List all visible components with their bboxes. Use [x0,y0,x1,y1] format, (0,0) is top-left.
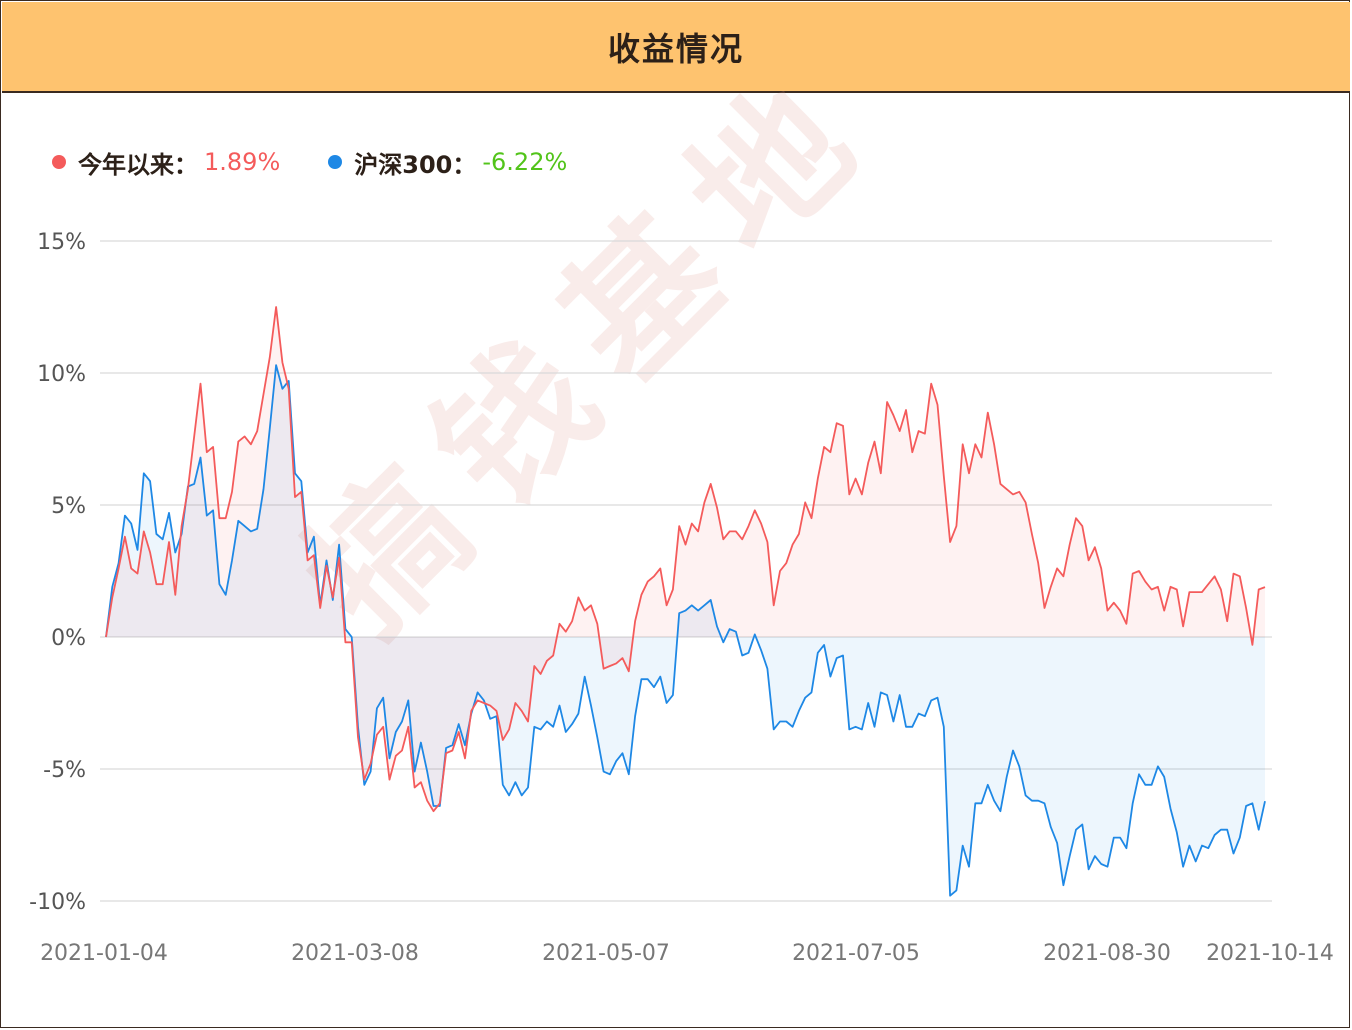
x-tick-label: 2021-01-04 [40,941,168,966]
x-tick-label: 2021-08-30 [1043,941,1171,966]
x-tick-label: 2021-05-07 [542,941,670,966]
series-line [105,306,1266,813]
legend-item-fund[interactable]: 今年以来： 1.89% [52,145,280,180]
title-bar: 收益情况 [2,2,1350,93]
page-title: 收益情况 [607,29,744,68]
series-area [106,307,1265,812]
y-tick-label: 5% [51,494,86,519]
x-tick-label: 2021-03-08 [291,941,419,966]
series-area [106,365,1265,896]
legend-value-fund: 1.89% [204,148,281,176]
legend-item-index[interactable]: 沪深300： -6.22% [328,145,567,180]
y-tick-label: 15% [37,230,86,255]
y-tick-label: 0% [51,626,86,651]
x-tick-label: 2021-10-14 [1206,941,1334,966]
legend-dot-fund [52,155,66,169]
x-tick-label: 2021-07-05 [792,941,920,966]
y-tick-label: 10% [37,362,86,387]
y-tick-label: -5% [43,758,86,783]
legend-label-index: 沪深300： [354,150,477,179]
legend-value-index: -6.22% [482,148,568,176]
legend-dot-index [328,155,343,169]
legend-label-fund: 今年以来： [78,150,198,179]
series-line [105,364,1266,897]
legend: 今年以来： 1.89% 沪深300： -6.22% [52,142,615,182]
y-tick-label: -10% [29,890,86,915]
